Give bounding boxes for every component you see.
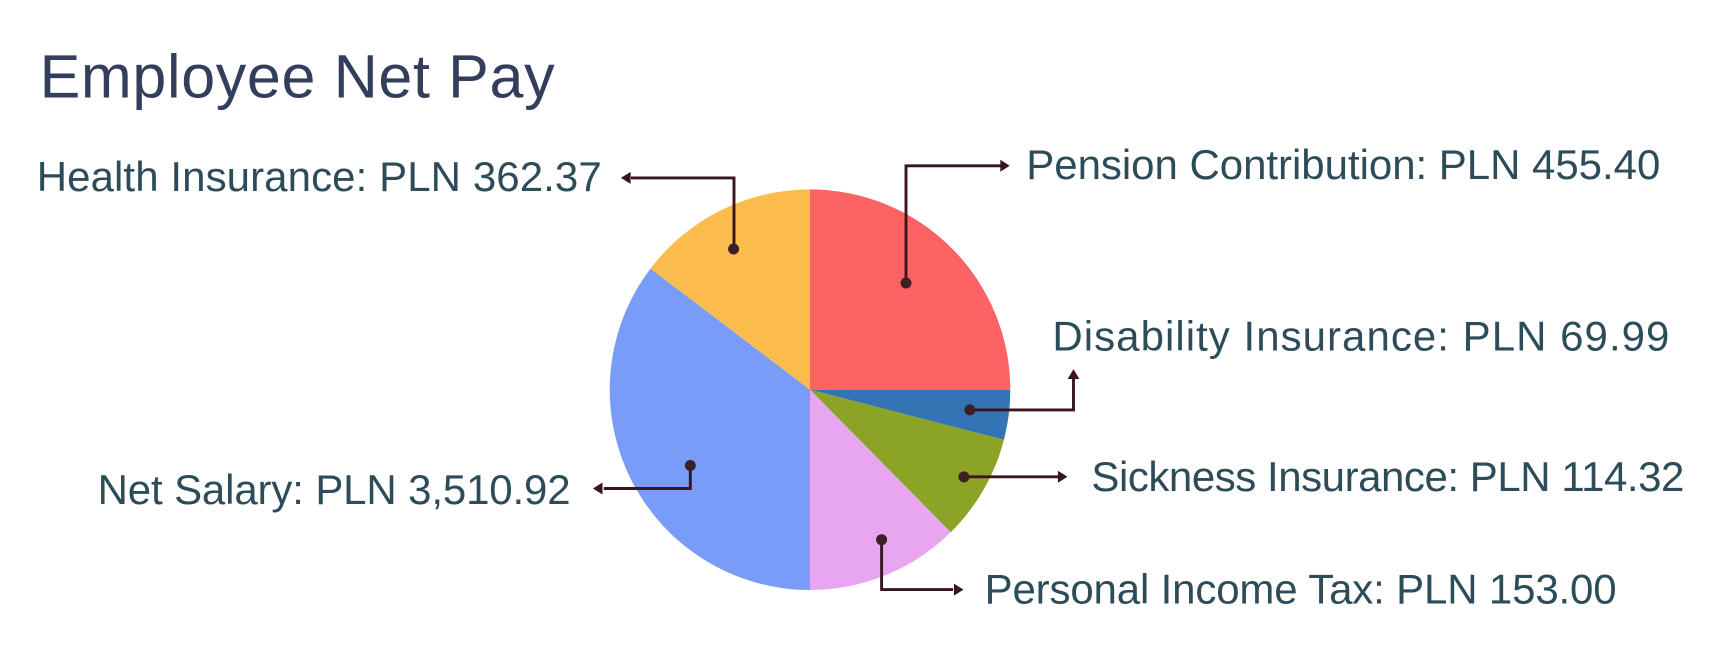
svg-text:Disability Insurance: PLN 69.9: Disability Insurance: PLN 69.99 [1052, 313, 1669, 360]
svg-text:Personal Income Tax: PLN 153.0: Personal Income Tax: PLN 153.00 [985, 565, 1617, 612]
svg-text:Net Salary: PLN 3,510.92: Net Salary: PLN 3,510.92 [98, 466, 571, 513]
svg-text:Sickness Insurance: PLN 114.32: Sickness Insurance: PLN 114.32 [1091, 453, 1684, 500]
svg-text:Employee Net Pay: Employee Net Pay [40, 42, 556, 110]
svg-text:Pension Contribution: PLN 455.: Pension Contribution: PLN 455.40 [1026, 141, 1660, 188]
svg-text:Health Insurance: PLN 362.37: Health Insurance: PLN 362.37 [37, 153, 602, 200]
